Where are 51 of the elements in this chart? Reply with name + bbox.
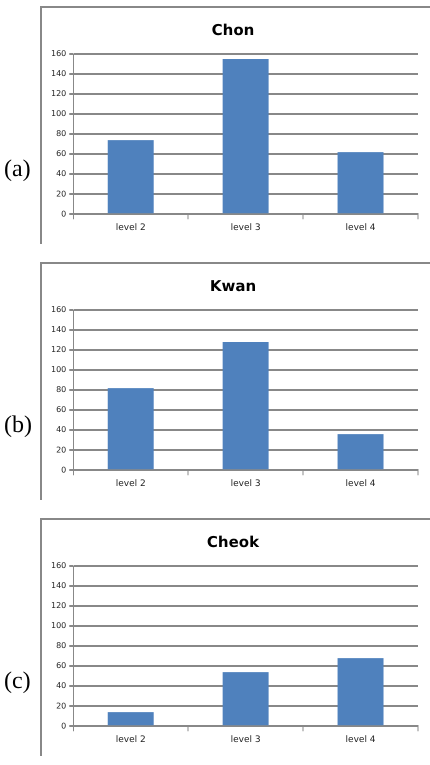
chart-title: Chon — [212, 20, 254, 39]
y-tick-label: 140 — [50, 69, 66, 78]
y-tick-label: 80 — [56, 129, 66, 138]
y-tick-label: 60 — [56, 149, 66, 158]
text: (b) — [4, 412, 32, 439]
chart-title: Cheok — [206, 532, 260, 551]
x-tick-label: level 2 — [116, 478, 146, 489]
bar — [338, 434, 384, 470]
y-tick-label: 160 — [50, 561, 66, 570]
y-tick-label: 80 — [56, 641, 66, 650]
y-tick-label: 100 — [50, 365, 66, 374]
x-tick-label: level 2 — [116, 734, 146, 745]
bar — [222, 342, 269, 470]
x-tick-label: level 3 — [230, 478, 261, 489]
y-tick-label: 120 — [50, 601, 66, 610]
y-tick-label: 100 — [50, 621, 66, 630]
y-tick-label: 20 — [56, 445, 66, 454]
y-tick-label: 40 — [56, 169, 66, 178]
x-tick-label: level 4 — [346, 222, 376, 233]
x-tick-label: level 2 — [116, 222, 146, 233]
y-tick-label: 20 — [56, 701, 66, 710]
y-tick-label: 60 — [56, 661, 66, 670]
y-tick-label: 40 — [56, 681, 66, 690]
bar — [222, 59, 269, 214]
bar — [338, 658, 384, 726]
y-tick-label: 60 — [56, 405, 66, 414]
y-tick-label: 160 — [50, 305, 66, 314]
y-tick-label: 0 — [61, 209, 66, 218]
y-tick-label: 0 — [61, 465, 66, 474]
y-tick-label: 120 — [50, 345, 66, 354]
bar — [338, 152, 384, 214]
x-tick-label: level 3 — [230, 222, 261, 233]
y-tick-label: 120 — [50, 89, 66, 98]
y-tick-label: 160 — [50, 49, 66, 58]
y-tick-label: 0 — [61, 721, 66, 730]
bar — [108, 712, 154, 726]
y-tick-label: 100 — [50, 109, 66, 118]
x-tick-label: level 4 — [346, 734, 376, 745]
bar — [108, 140, 154, 214]
x-tick-label: level 4 — [346, 478, 376, 489]
text: (a) — [4, 156, 31, 183]
y-tick-label: 20 — [56, 189, 66, 198]
chart-title: Kwan — [210, 276, 256, 295]
y-tick-label: 140 — [50, 581, 66, 590]
y-tick-label: 140 — [50, 325, 66, 334]
bar — [222, 672, 269, 726]
text: (c) — [4, 668, 31, 695]
y-tick-label: 40 — [56, 425, 66, 434]
y-tick-label: 80 — [56, 385, 66, 394]
x-tick-label: level 3 — [230, 734, 261, 745]
bar — [108, 388, 154, 470]
